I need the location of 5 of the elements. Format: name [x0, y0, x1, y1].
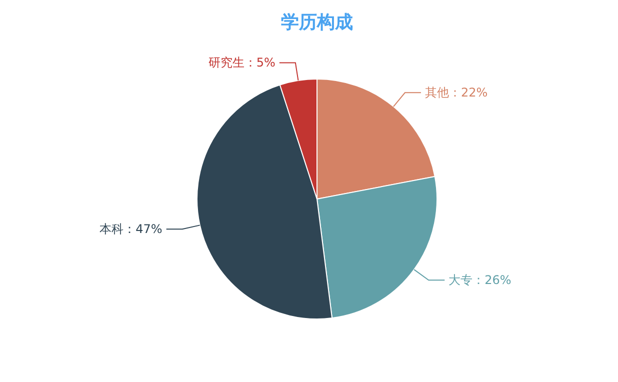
slice-label: 本科：47%	[100, 222, 162, 236]
chart-title: 学历构成	[281, 12, 353, 33]
slice-label: 研究生：5%	[208, 56, 276, 70]
slice-label: 其他：22%	[424, 86, 488, 100]
slice-label: 大专：26%	[448, 273, 512, 288]
